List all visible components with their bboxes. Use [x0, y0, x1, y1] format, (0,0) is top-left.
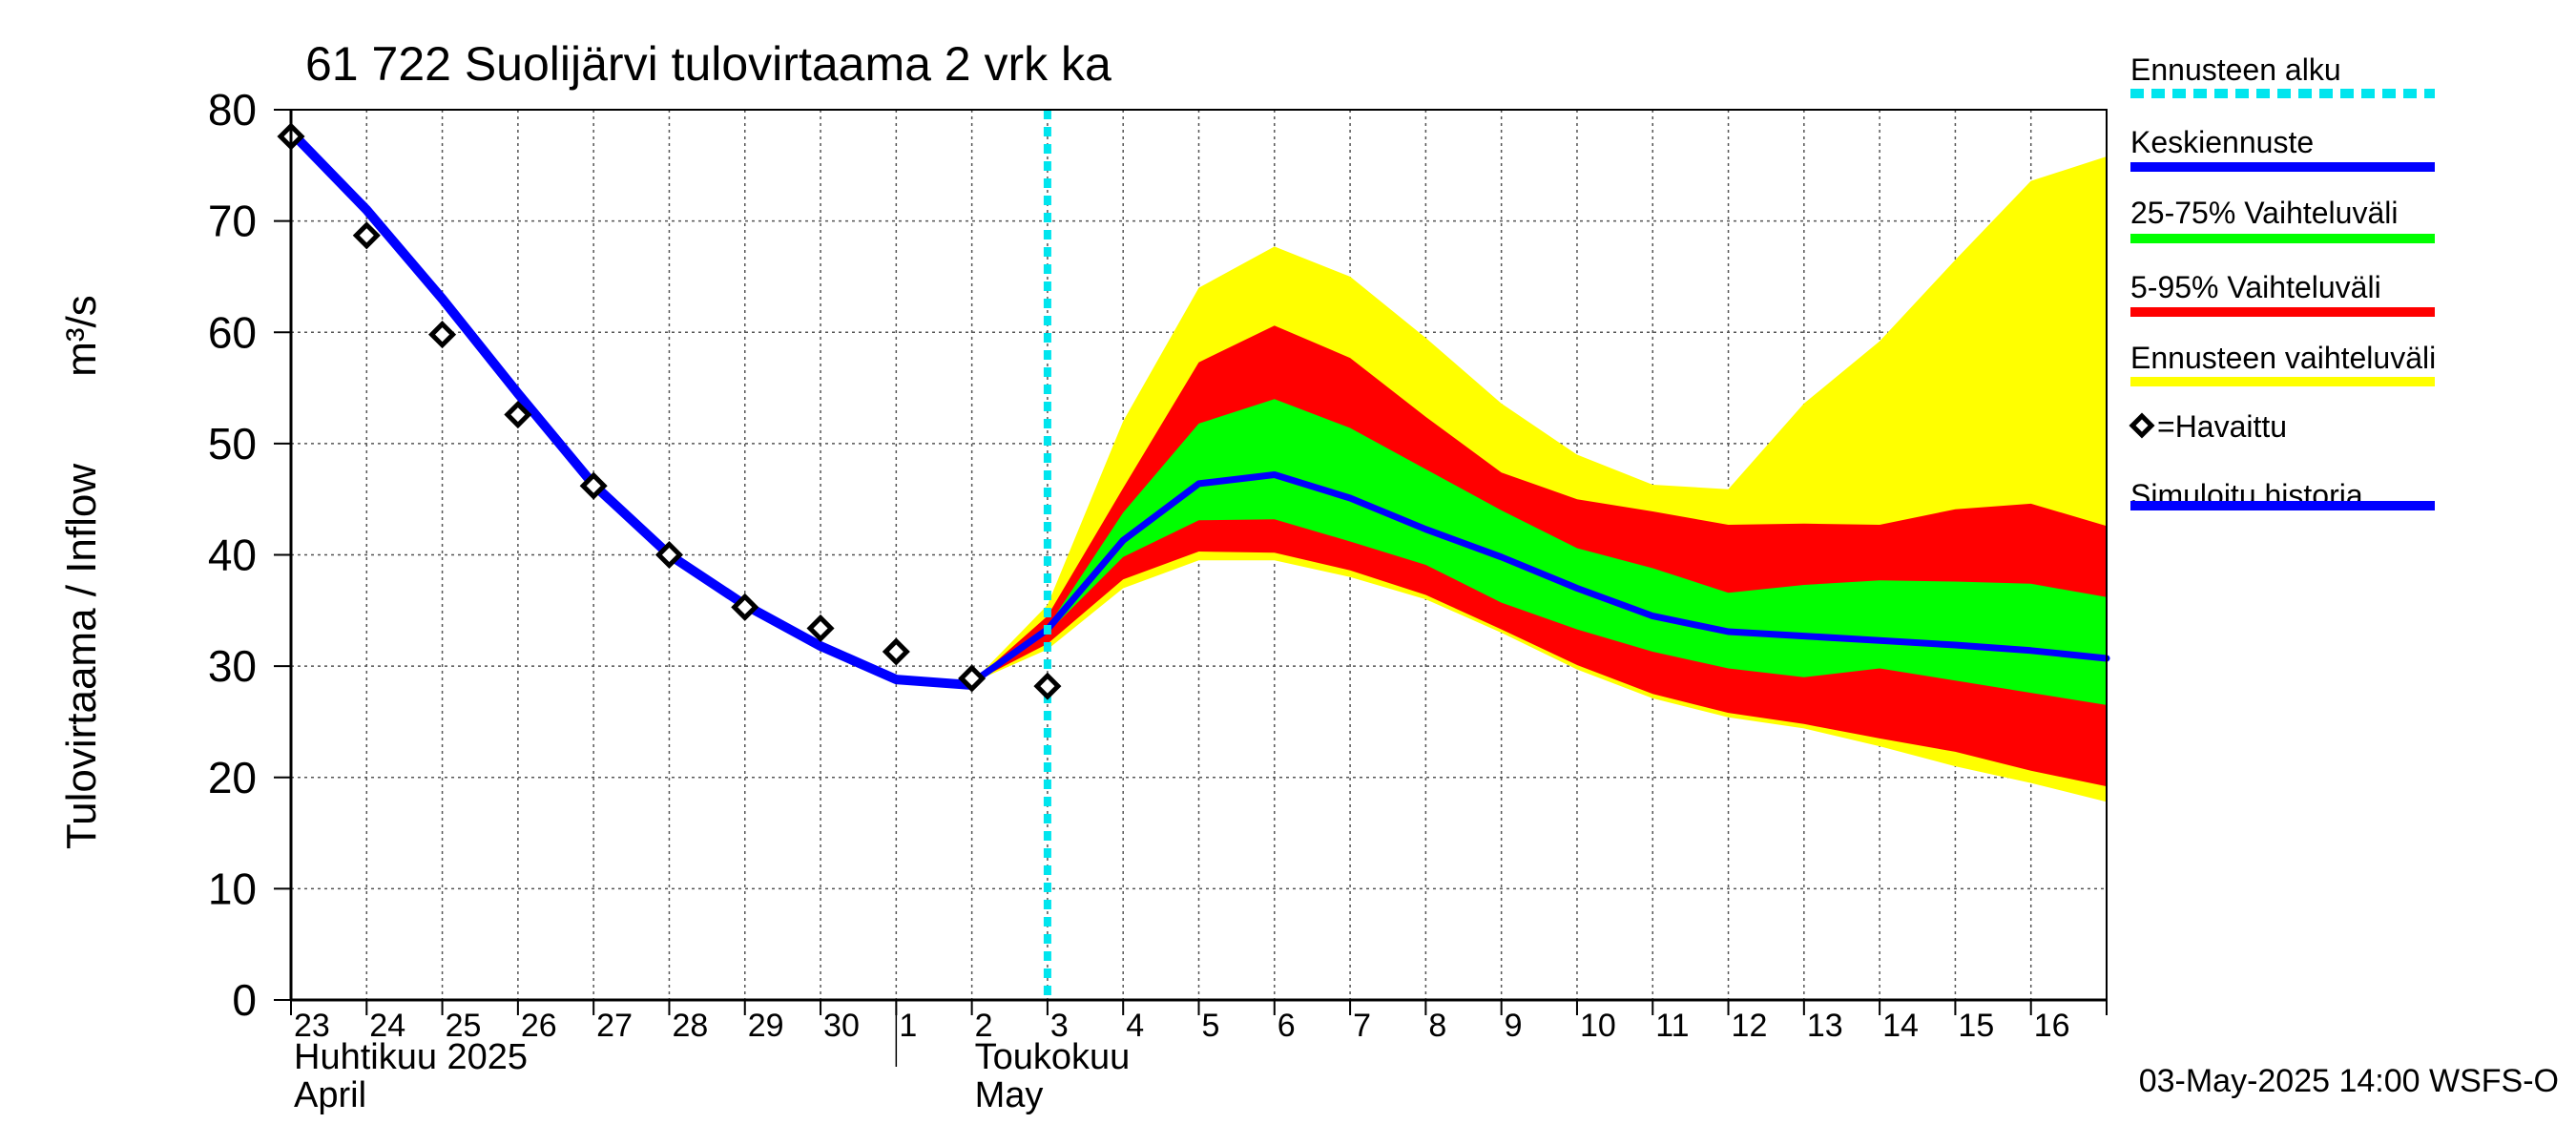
x-tick-label: 11 [1655, 1008, 1689, 1044]
observed-marker [654, 540, 683, 570]
y-axis-label: Tulovirtaama / Inflow [58, 464, 105, 850]
x-tick-label: 14 [1882, 1008, 1919, 1044]
x-tick-label: 6 [1278, 1008, 1296, 1044]
legend-label: Keskiennuste [2130, 125, 2314, 159]
observed-marker [352, 221, 381, 250]
y-tick-label: 20 [208, 753, 257, 802]
x-tick-label: 5 [1202, 1008, 1220, 1044]
legend-label: =Havaittu [2157, 409, 2287, 444]
x-tick-label: 12 [1732, 1008, 1768, 1044]
x-tick-label: 15 [1958, 1008, 1994, 1044]
legend-label: 25-75% Vaihteluväli [2130, 196, 2398, 230]
chart-title: 61 722 Suolijärvi tulovirtaama 2 vrk ka [305, 37, 1111, 91]
y-tick-label: 0 [232, 975, 257, 1025]
legend-label: Ennusteen vaihteluväli [2130, 341, 2436, 375]
x-tick-label: 27 [596, 1008, 633, 1044]
y-tick-label: 50 [208, 419, 257, 468]
observed-marker [504, 401, 532, 429]
x-tick-label: 8 [1428, 1008, 1446, 1044]
legend-marker-observed [2129, 412, 2155, 439]
y-tick-label: 40 [208, 531, 257, 580]
month-label: Toukokuu [975, 1037, 1131, 1077]
observed-marker [958, 664, 987, 693]
x-tick-label: 16 [2034, 1008, 2070, 1044]
x-tick-label: 24 [369, 1008, 405, 1044]
x-tick-label: 13 [1807, 1008, 1843, 1044]
y-tick-label: 60 [208, 307, 257, 357]
chart-axes [274, 109, 2108, 1067]
x-tick-label: 25 [446, 1008, 482, 1044]
x-tick-labels: 23 24 25 26 27 28 29 30 1 2 3 4 5 6 7 8 9 10 11 12 13 14 15 16 [294, 1008, 2070, 1044]
y-tick-label: 10 [208, 864, 257, 913]
x-tick-label: 29 [748, 1008, 784, 1044]
footer-timestamp: 03-May-2025 14:00 WSFS-O [2139, 1063, 2559, 1099]
y-tick-label: 30 [208, 641, 257, 691]
x-tick-label: 10 [1580, 1008, 1616, 1044]
x-tick-label: 30 [823, 1008, 860, 1044]
observed-marker [1033, 672, 1062, 700]
month-label-english: May [975, 1075, 1044, 1115]
y-axis-unit: m³/s [58, 295, 105, 377]
x-tick-label: 1 [899, 1008, 917, 1044]
x-tick-label: 2 [975, 1008, 993, 1044]
observed-markers [277, 122, 1062, 700]
observed-marker [579, 471, 608, 500]
x-tick-label: 23 [294, 1008, 330, 1044]
line-keskiennuste [968, 471, 2110, 687]
x-tick-label: 7 [1353, 1008, 1371, 1044]
line-simuloitu-historia [286, 127, 977, 690]
x-tick-label: 26 [521, 1008, 557, 1044]
observed-marker [731, 593, 759, 621]
y-tick-label: 70 [208, 197, 257, 246]
observed-marker [806, 614, 835, 643]
observed-marker [428, 321, 457, 349]
y-tick-labels: 0 10 20 30 40 50 60 70 80 [208, 85, 257, 1025]
observed-marker [882, 637, 910, 666]
month-label-english: April [294, 1075, 366, 1115]
x-tick-label: 9 [1505, 1008, 1523, 1044]
legend: Ennusteen alku Keskiennuste 25-75% Vaihtel… [2129, 52, 2436, 512]
legend-label: Ennusteen alku [2130, 52, 2341, 87]
legend-label: 5-95% Vaihteluväli [2130, 270, 2381, 304]
month-label: Huhtikuu 2025 [294, 1037, 528, 1077]
x-tick-label: 4 [1126, 1008, 1144, 1044]
forecast-lines [286, 127, 2110, 690]
x-tick-label: 28 [672, 1008, 708, 1044]
y-tick-label: 80 [208, 85, 257, 135]
x-tick-label: 3 [1050, 1008, 1069, 1044]
